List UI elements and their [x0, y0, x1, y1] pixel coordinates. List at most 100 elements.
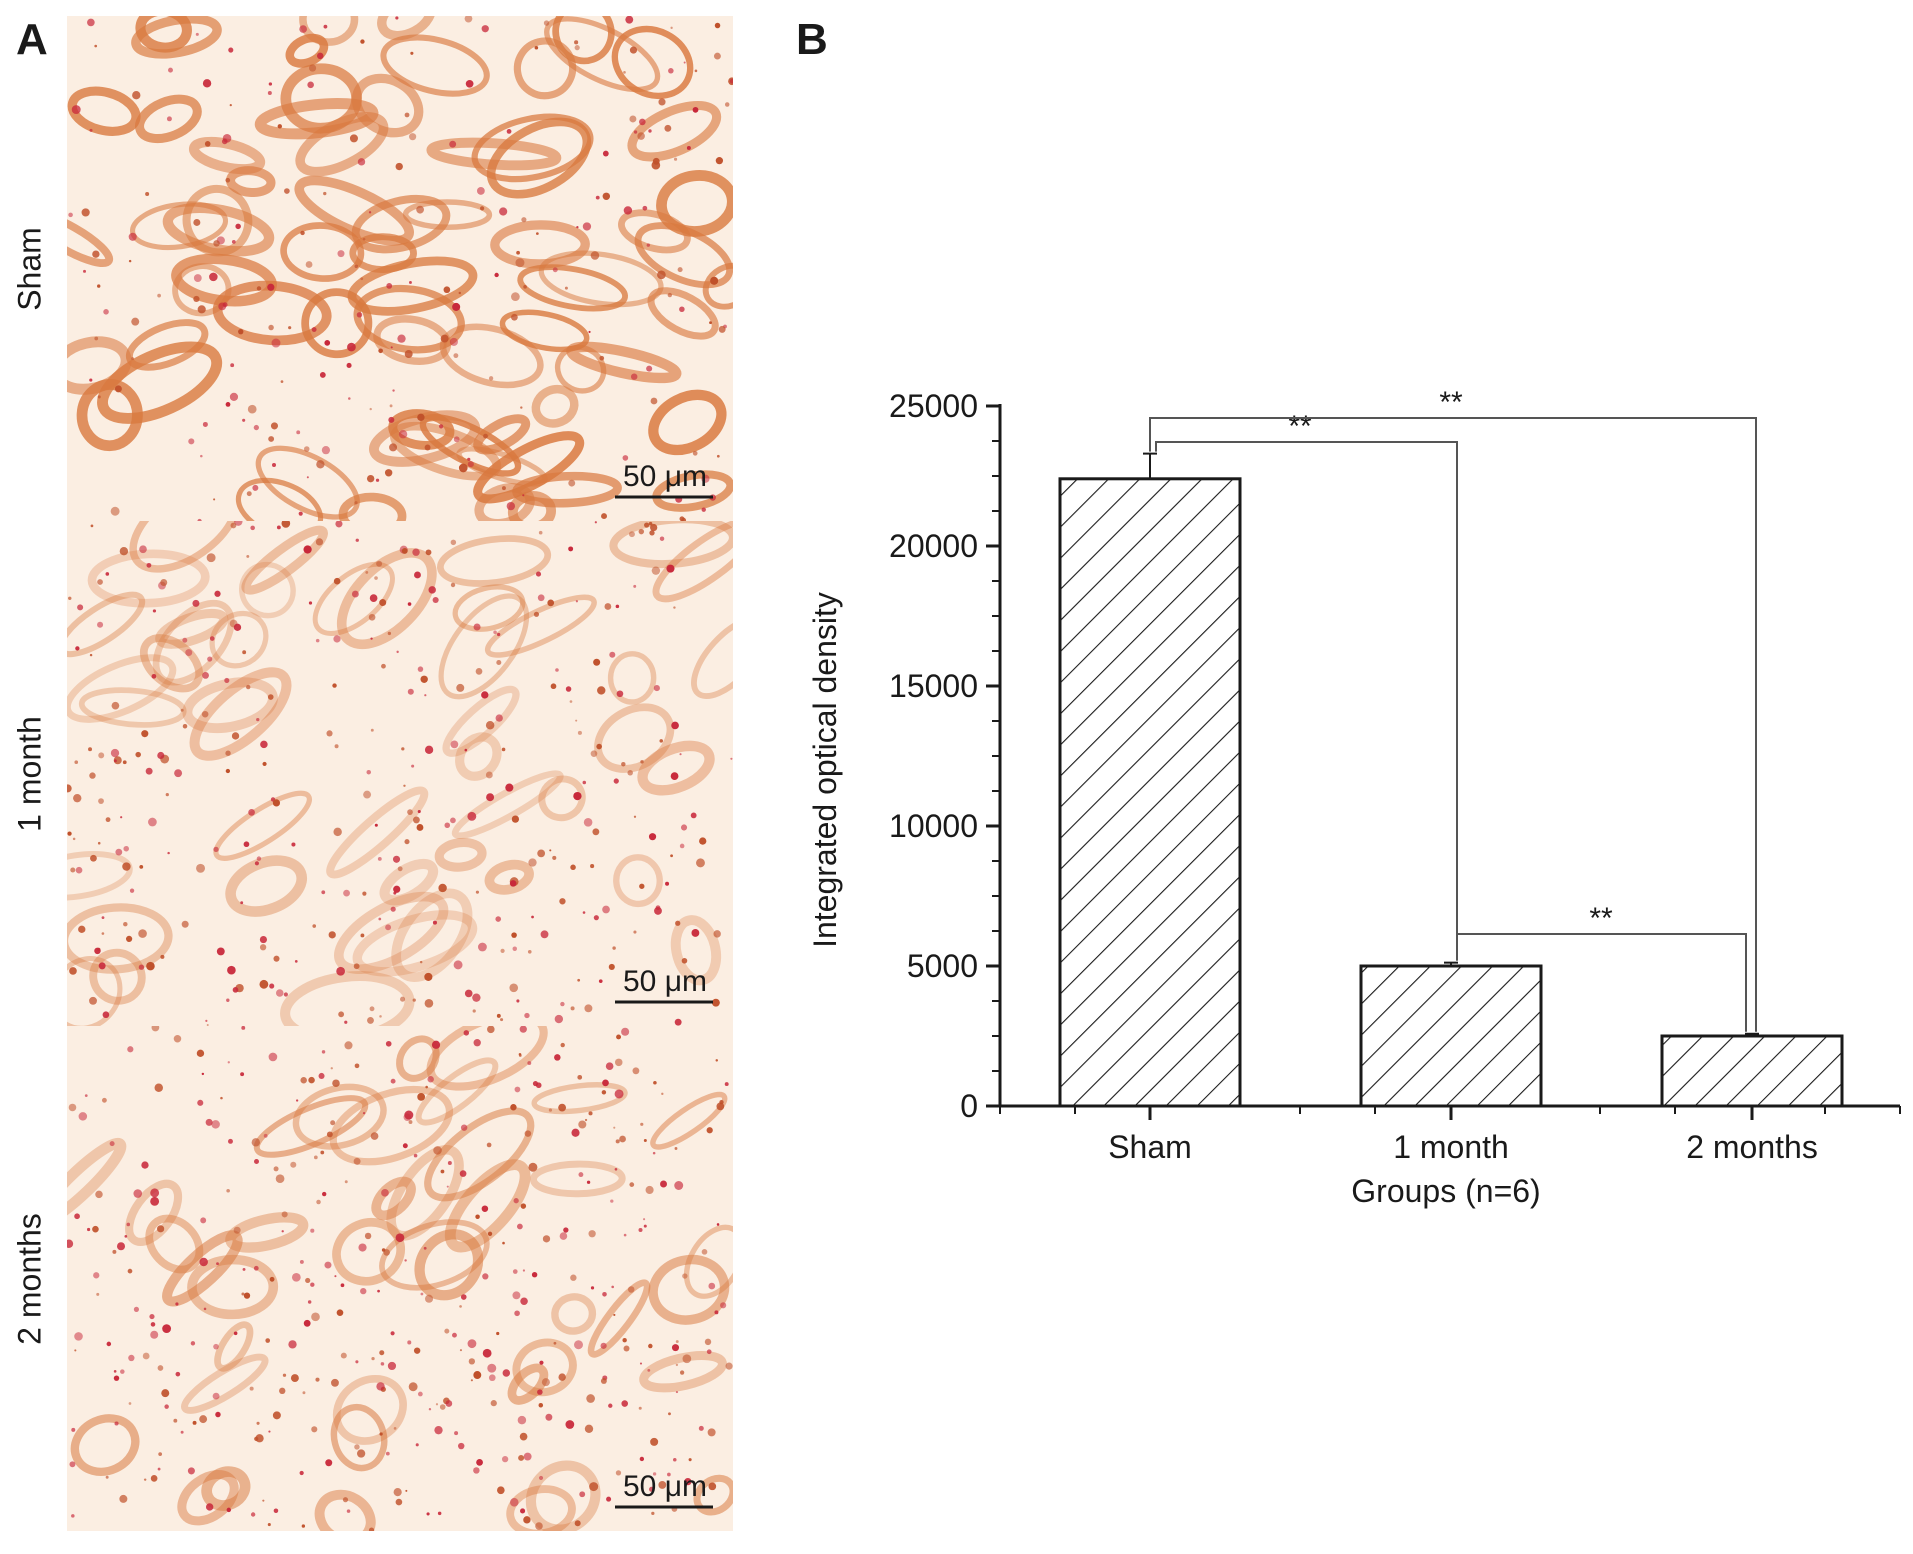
stain-dot — [482, 1273, 489, 1280]
stain-dot — [133, 1189, 143, 1198]
tubule-ring — [70, 1414, 140, 1476]
stain-dot — [369, 594, 378, 602]
stain-dot — [593, 658, 601, 666]
stain-dot — [499, 207, 508, 216]
stain-dot — [256, 856, 262, 861]
tubule-ring — [67, 209, 114, 268]
panel-b-letter: B — [796, 15, 828, 64]
stain-dot — [309, 64, 317, 72]
stain-dot — [98, 798, 104, 804]
stain-dot — [250, 1512, 256, 1517]
tubule-ring — [391, 888, 473, 983]
stain-dot — [384, 469, 393, 477]
stain-dot — [688, 1458, 692, 1462]
stain-dot — [224, 677, 230, 684]
stain-dot — [502, 1241, 505, 1245]
stain-dot — [333, 577, 341, 585]
stain-dot — [351, 590, 359, 598]
stain-dot — [253, 424, 259, 431]
stain-dot — [542, 1235, 551, 1243]
stain-dot — [653, 1080, 657, 1085]
stain-dot — [370, 1132, 379, 1140]
stain-dot — [459, 1305, 462, 1308]
stain-dot — [447, 1161, 452, 1166]
stain-dot — [476, 187, 485, 195]
stain-dot — [488, 1374, 496, 1382]
tubule-ring — [67, 654, 177, 723]
stain-dot — [610, 1199, 614, 1203]
stain-dot — [114, 759, 117, 763]
stain-dot — [215, 1411, 221, 1418]
tubule-ring — [507, 1363, 549, 1405]
stain-dot — [586, 1180, 591, 1184]
y-tick-label: 25000 — [889, 388, 978, 424]
stain-dot — [368, 1527, 375, 1531]
stain-dot — [570, 1274, 577, 1281]
tubule-ring — [326, 786, 429, 879]
stain-dot — [569, 700, 573, 703]
stain-dot — [613, 1313, 616, 1317]
stain-dot — [193, 295, 200, 303]
stain-dot — [409, 281, 412, 284]
stain-dot — [246, 684, 251, 690]
stain-dot — [321, 446, 331, 455]
stain-dot — [586, 1394, 595, 1403]
stain-dot — [116, 1242, 126, 1251]
stain-dot — [275, 989, 284, 997]
stain-dot — [221, 138, 228, 145]
stain-dot — [675, 1363, 679, 1367]
stain-dot — [322, 1191, 327, 1197]
stain-dot — [593, 915, 599, 921]
stain-dot — [225, 768, 231, 774]
stain-dot — [675, 1391, 679, 1394]
stain-dot — [358, 1243, 367, 1252]
stain-dot — [648, 521, 653, 526]
tubule-ring — [529, 1160, 626, 1198]
stain-dot — [78, 925, 86, 933]
tubule-ring — [125, 319, 209, 371]
stain-dot — [254, 1159, 259, 1164]
stain-dot — [453, 436, 460, 443]
tubule-ring — [172, 263, 232, 317]
stain-dot — [638, 528, 645, 535]
stain-dot — [725, 1362, 733, 1370]
stain-dot — [613, 778, 619, 784]
stain-dot — [324, 340, 331, 346]
stain-dot — [423, 1246, 427, 1250]
stain-dot — [94, 947, 101, 955]
stain-dot — [97, 395, 101, 399]
tubule-ring — [139, 634, 204, 693]
stain-dot — [320, 1150, 325, 1155]
stain-dot — [225, 750, 231, 756]
stain-dot — [653, 685, 660, 692]
tubule-ring — [639, 1351, 727, 1393]
stain-dot — [288, 326, 292, 330]
stain-dot — [531, 1272, 538, 1278]
tubule-ring — [484, 859, 534, 895]
y-tick-label: 0 — [960, 1088, 978, 1124]
stain-dot — [200, 454, 203, 458]
stain-dot — [648, 1343, 653, 1349]
stain-dot — [270, 422, 279, 430]
stain-dot — [615, 604, 620, 609]
tubule-ring — [538, 775, 586, 822]
micrograph-sham: 50 μm — [67, 16, 733, 521]
stain-dot — [390, 906, 396, 912]
tubule-ring — [538, 250, 664, 308]
stain-dot — [473, 623, 481, 631]
stain-dot — [268, 324, 274, 331]
stain-dot — [608, 1403, 613, 1408]
stain-dot — [388, 416, 395, 423]
micrograph-2-months: 50 μm — [67, 1026, 733, 1531]
tubule-ring — [637, 740, 715, 796]
stain-dot — [519, 1026, 527, 1033]
stain-dot — [230, 522, 237, 529]
stain-dot — [123, 845, 129, 852]
stain-dot — [74, 760, 79, 765]
stain-dot — [589, 1482, 599, 1492]
tubule-ring — [177, 1469, 239, 1526]
stain-dot — [400, 996, 406, 1002]
stain-dot — [449, 140, 457, 148]
stain-dot — [664, 124, 672, 132]
stain-dot — [481, 25, 489, 33]
